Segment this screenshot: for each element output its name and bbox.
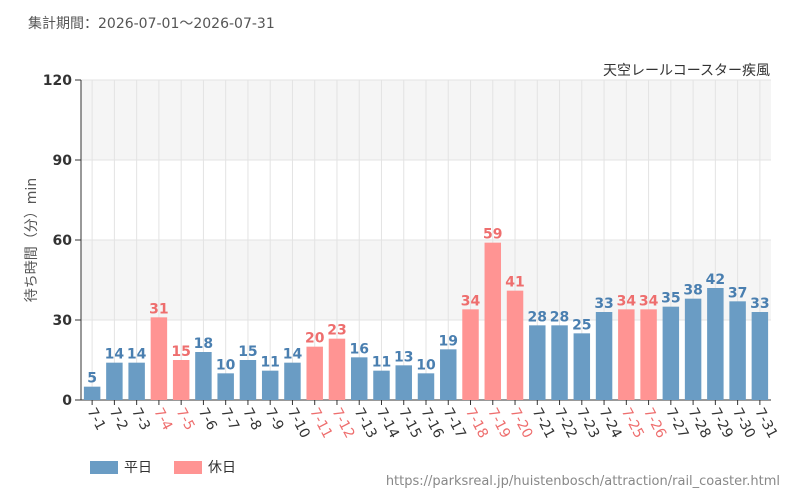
bar [417, 373, 435, 400]
bar [217, 373, 234, 400]
bar-value-label: 34 [639, 293, 659, 309]
bar-value-label: 14 [127, 347, 147, 363]
y-tick-label: 120 [43, 73, 72, 89]
bar [350, 357, 368, 400]
bar [484, 242, 502, 400]
bar-value-label: 10 [216, 357, 236, 373]
bar [440, 349, 457, 400]
bar-value-label: 19 [439, 333, 458, 349]
bar-value-label: 15 [171, 344, 190, 360]
bar-value-label: 11 [372, 355, 391, 371]
bar [595, 312, 613, 400]
bar-value-label: 18 [194, 336, 213, 352]
bar [284, 362, 301, 400]
bar [106, 362, 123, 400]
bar-value-label: 11 [260, 355, 279, 371]
bar-value-label: 20 [305, 331, 325, 347]
bar-value-label: 10 [416, 357, 436, 373]
x-tick-label: 7-5 [173, 405, 198, 433]
bar [395, 365, 412, 400]
bar [506, 290, 524, 400]
period-text: 集計期間：2026-07-01～2026-07-31 [28, 16, 275, 32]
y-tick-label: 60 [53, 233, 73, 249]
bar [195, 352, 212, 400]
bar [729, 301, 746, 400]
bar [462, 309, 479, 400]
bar-value-label: 31 [149, 301, 168, 317]
x-tick-label: 7-7 [217, 405, 242, 433]
bar [551, 325, 568, 400]
bar-value-label: 33 [594, 296, 613, 312]
bar-value-label: 34 [461, 293, 481, 309]
bar [239, 360, 257, 400]
legend-label-holiday: 休日 [208, 460, 236, 476]
bar-value-label: 15 [238, 344, 257, 360]
bar [529, 325, 546, 400]
bar-value-label: 5 [87, 371, 97, 387]
y-tick-label: 30 [53, 313, 73, 329]
bar [150, 317, 168, 400]
bar [172, 360, 190, 400]
legend-label-weekday: 平日 [124, 460, 152, 476]
bar-value-label: 35 [661, 291, 680, 307]
bar-value-label: 38 [683, 283, 702, 299]
bar-value-label: 23 [327, 323, 346, 339]
bar-value-label: 28 [550, 309, 569, 325]
bar [684, 298, 702, 400]
x-tick-label: 7-31 [751, 405, 780, 441]
bar-value-label: 37 [728, 285, 747, 301]
bar [128, 362, 145, 400]
x-tick-label: 7-1 [84, 405, 109, 433]
bar [707, 288, 724, 400]
x-tick-label: 7-6 [195, 405, 220, 433]
legend: 平日 休日 [90, 457, 258, 477]
bar-value-label: 13 [394, 349, 413, 365]
bar [573, 333, 591, 400]
legend-swatch-weekday [90, 460, 118, 474]
legend-swatch-holiday [174, 460, 202, 474]
x-tick-label: 7-9 [262, 405, 287, 433]
bar-value-label: 28 [528, 309, 547, 325]
legend-item-holiday: 休日 [174, 457, 236, 477]
bar [328, 338, 346, 400]
bar-value-label: 25 [572, 317, 591, 333]
x-tick-label: 7-2 [106, 405, 131, 433]
x-tick-label: 7-8 [239, 405, 264, 433]
bar [306, 346, 323, 400]
bar [261, 370, 279, 400]
bar-value-label: 33 [750, 296, 769, 312]
bar [373, 370, 390, 400]
bar [751, 312, 769, 400]
bar-value-label: 41 [505, 275, 524, 291]
y-axis-label: 待ち時間（分）min [24, 178, 40, 302]
bar [618, 309, 635, 400]
x-tick-label: 7-4 [150, 405, 175, 433]
bar [83, 386, 101, 400]
legend-item-weekday: 平日 [90, 457, 152, 477]
bar-value-label: 42 [706, 272, 725, 288]
bar-value-label: 59 [483, 227, 502, 243]
x-tick-label: 7-3 [128, 405, 153, 433]
bar [640, 309, 657, 400]
chart-title: 天空レールコースター疾風 [603, 63, 770, 79]
bar-value-label: 16 [349, 341, 368, 357]
bar-value-label: 14 [105, 347, 125, 363]
y-tick-label: 0 [62, 393, 72, 409]
bar-value-label: 34 [617, 293, 637, 309]
bar-value-label: 14 [283, 347, 303, 363]
source-url[interactable]: https://parksreal.jp/huistenbosch/attrac… [385, 474, 780, 489]
y-tick-label: 90 [53, 153, 73, 169]
bar [662, 306, 680, 400]
